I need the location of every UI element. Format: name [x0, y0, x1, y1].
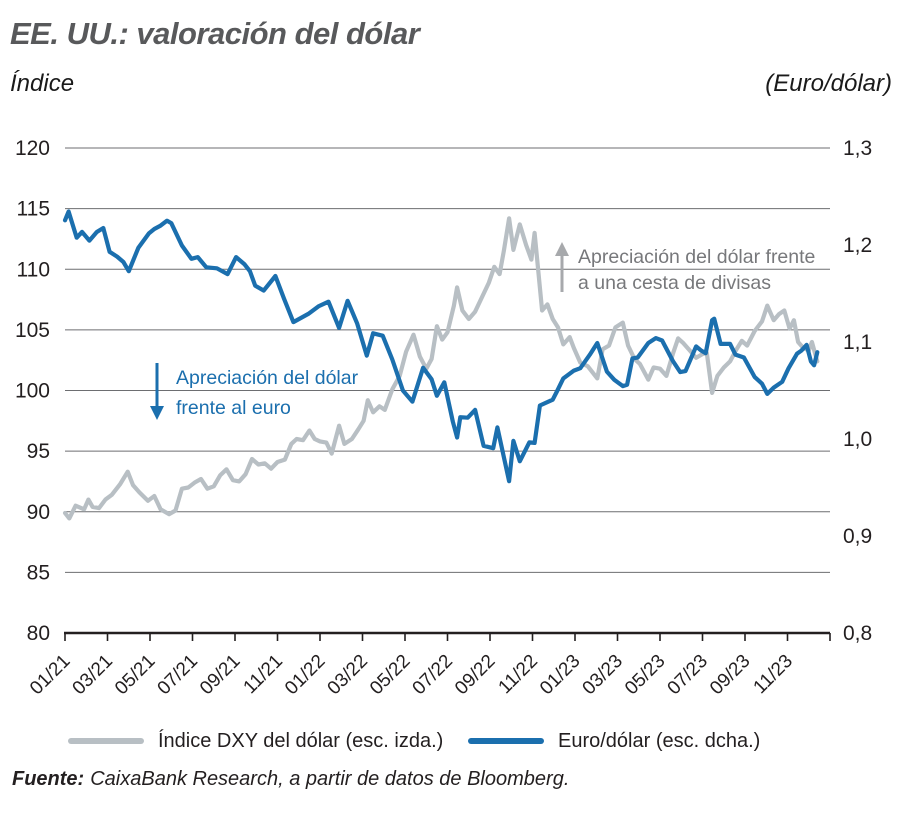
x-tick-label: 11/22 [495, 651, 542, 698]
up-arrow-head-icon [555, 242, 569, 256]
series-eurusd-line [62, 209, 820, 484]
y-right-tick-label: 0,8 [843, 622, 872, 645]
x-tick-label: 01/22 [281, 651, 329, 699]
x-tick-label: 01/21 [26, 651, 74, 699]
legend-item-eurusd: Euro/dólar (esc. dcha.) [468, 727, 760, 755]
y-left-tick-label: 95 [27, 440, 50, 463]
x-tick-label: 03/23 [579, 651, 627, 699]
x-tick-label: 09/21 [196, 651, 244, 699]
right-axis-title: (Euro/dólar) [765, 70, 892, 97]
eurusd-line-swatch [468, 738, 544, 744]
x-tick-label: 11/21 [240, 651, 287, 698]
y-left-tick-label: 120 [15, 137, 50, 160]
legend-label-dxy: Índice DXY del dólar (esc. izda.) [158, 729, 444, 752]
dollar-valuation-chart: 120 115 110 105 100 95 90 85 80 1,3 1,2 1,1 1,0 0,9 0,… [15, 137, 872, 699]
x-tick-label: 09/23 [706, 651, 754, 699]
x-tick-label: 05/22 [366, 651, 414, 699]
page-title: EE. UU.: valoración del dólar [10, 16, 420, 51]
y-left-tick-label: 80 [27, 622, 50, 645]
y-right-tick-label: 1,2 [843, 234, 872, 257]
source-label: Fuente: [12, 768, 85, 790]
x-tick-label: 11/23 [750, 651, 797, 698]
y-left-tick-label: 85 [27, 561, 50, 584]
y-left-tick-label: 115 [17, 198, 50, 221]
annotation-basket-line2: a una cesta de divisas [578, 272, 771, 294]
x-tick-label: 09/22 [451, 651, 499, 699]
y-left-tick-label: 105 [15, 319, 50, 342]
annotation-euro-line2: frente al euro [176, 397, 291, 419]
y-right-tick-label: 1,3 [843, 137, 872, 160]
x-tick-label: 01/23 [536, 651, 584, 699]
x-tick-label: 07/23 [664, 651, 712, 699]
y-left-tick-label: 100 [15, 380, 50, 403]
y-right-tick-label: 1,1 [843, 331, 872, 354]
legend-item-dxy: Índice DXY del dólar (esc. izda.) [68, 727, 443, 755]
x-tick-label: 03/22 [324, 651, 372, 699]
left-axis-title: Índice [10, 70, 75, 97]
down-arrow-head-icon [150, 406, 164, 420]
x-tick-label: 03/21 [69, 651, 117, 699]
x-tick-label: 07/21 [154, 651, 202, 699]
legend-label-eurusd: Euro/dólar (esc. dcha.) [558, 729, 761, 752]
chart-legend: Índice DXY del dólar (esc. izda.) Euro/d… [0, 727, 900, 755]
x-tick-label: 05/23 [621, 651, 669, 699]
y-right-tick-label: 0,9 [843, 525, 872, 548]
dxy-line-swatch [68, 738, 144, 744]
y-right-tick-label: 1,0 [843, 428, 872, 451]
x-tick-label: 07/22 [409, 651, 457, 699]
source-text: CaixaBank Research, a partir de datos de… [90, 768, 570, 790]
y-left-tick-label: 90 [27, 501, 50, 524]
annotation-euro-line1: Apreciación del dólar [176, 367, 359, 389]
annotation-basket-line1: Apreciación del dólar frente [578, 246, 815, 268]
y-left-tick-label: 110 [17, 258, 50, 281]
source-note: Fuente: CaixaBank Research, a partir de d… [12, 768, 569, 791]
x-tick-label: 05/21 [111, 651, 159, 699]
